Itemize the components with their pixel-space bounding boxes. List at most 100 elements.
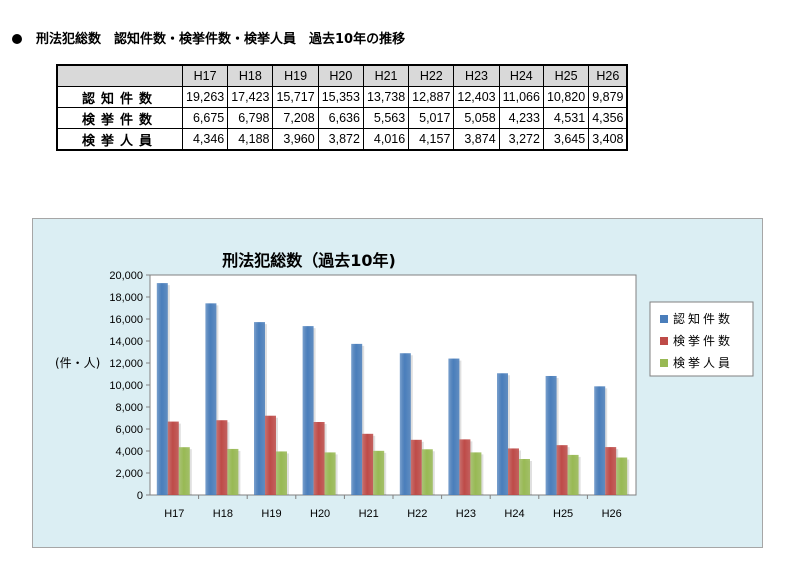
table-row-label: 認知件数 bbox=[56, 86, 183, 108]
statistics-table: H17 H18 H19 H20 H21 H22 H23 H24 H25 H26 … bbox=[56, 64, 629, 151]
bar bbox=[205, 303, 217, 495]
table-cell: 3,272 bbox=[498, 128, 544, 151]
chart-container: 刑法犯総数（過去10年) (件・人) 0 2,000 4,000 6,000 8,000… bbox=[32, 218, 763, 548]
table-corner-cell bbox=[56, 64, 183, 87]
table-cell: 5,017 bbox=[408, 107, 455, 129]
table-row: 認知件数 19,263 17,423 15,717 15,353 13,738 … bbox=[56, 86, 628, 108]
table-column-header: H24 bbox=[498, 64, 544, 87]
table-cell: 3,872 bbox=[317, 128, 364, 151]
bar bbox=[497, 373, 508, 495]
bar bbox=[265, 415, 276, 495]
x-tick-label: H26 bbox=[602, 508, 622, 520]
bar-chart: 刑法犯総数（過去10年) (件・人) 0 2,000 4,000 6,000 8,000… bbox=[55, 251, 754, 520]
y-tick-label: 14,000 bbox=[109, 336, 143, 348]
table-cell: 3,408 bbox=[588, 128, 628, 151]
bar bbox=[302, 326, 314, 495]
x-tick-label: H23 bbox=[456, 508, 476, 520]
bar bbox=[167, 421, 179, 495]
table-cell: 15,353 bbox=[317, 86, 364, 108]
bar bbox=[519, 459, 530, 495]
table-column-header: H17 bbox=[181, 64, 229, 87]
table-cell: 15,717 bbox=[272, 86, 319, 108]
bullet-icon bbox=[12, 34, 22, 44]
table-cell: 4,346 bbox=[181, 128, 229, 151]
table-column-header: H20 bbox=[317, 64, 364, 87]
legend-swatch bbox=[660, 337, 668, 345]
table-cell: 7,208 bbox=[272, 107, 319, 129]
bar bbox=[448, 358, 460, 495]
bar bbox=[216, 420, 228, 495]
x-tick-label: H20 bbox=[310, 508, 330, 520]
table-column-header: H19 bbox=[272, 64, 319, 87]
y-tick-label: 12,000 bbox=[109, 358, 143, 370]
table-column-header: H22 bbox=[408, 64, 455, 87]
bar bbox=[508, 448, 519, 495]
bar bbox=[351, 343, 363, 495]
bar bbox=[227, 448, 239, 495]
legend-label: 認知件数 bbox=[673, 311, 733, 326]
table-cell: 12,887 bbox=[408, 86, 455, 108]
y-tick-label: 10,000 bbox=[109, 380, 143, 392]
table-column-header: H23 bbox=[453, 64, 500, 87]
y-tick-label: 4,000 bbox=[115, 446, 143, 458]
table-cell: 10,820 bbox=[542, 86, 590, 108]
y-tick-label: 20,000 bbox=[109, 270, 143, 282]
x-tick-label: H24 bbox=[504, 508, 524, 520]
table-cell: 6,636 bbox=[317, 107, 364, 129]
bar bbox=[373, 450, 385, 495]
bar bbox=[556, 445, 568, 495]
heading-text: 刑法犯総数 認知件数・検挙件数・検挙人員 過去10年の推移 bbox=[36, 32, 406, 47]
y-tick-label: 8,000 bbox=[115, 402, 143, 414]
table-cell: 11,066 bbox=[498, 86, 544, 108]
table-cell: 6,675 bbox=[181, 107, 229, 129]
table-cell: 4,157 bbox=[408, 128, 455, 151]
bar bbox=[324, 452, 336, 495]
bar bbox=[605, 447, 617, 495]
bar bbox=[567, 454, 579, 495]
table-column-header: H25 bbox=[542, 64, 590, 87]
table-cell: 12,403 bbox=[453, 86, 500, 108]
table-cell: 4,188 bbox=[227, 128, 274, 151]
legend-label: 検挙人員 bbox=[673, 356, 733, 370]
bar bbox=[254, 322, 265, 495]
bar bbox=[276, 451, 287, 495]
table-cell: 3,874 bbox=[453, 128, 500, 151]
table-row: 検挙件数 6,675 6,798 7,208 6,636 5,563 5,017… bbox=[56, 107, 628, 129]
table-row-label: 検挙人員 bbox=[56, 128, 183, 151]
table-column-header: H26 bbox=[588, 64, 628, 87]
y-tick-label: 2,000 bbox=[115, 468, 143, 480]
table-cell: 3,645 bbox=[542, 128, 590, 151]
table-header-row: H17 H18 H19 H20 H21 H22 H23 H24 H25 H26 bbox=[56, 64, 628, 87]
bar bbox=[616, 457, 628, 495]
x-tick-label: H22 bbox=[407, 508, 427, 520]
table-cell: 13,738 bbox=[362, 86, 410, 108]
x-tick-label: H21 bbox=[359, 508, 379, 520]
table-cell: 4,016 bbox=[362, 128, 410, 151]
bar bbox=[178, 447, 190, 495]
table-row: 検挙人員 4,346 4,188 3,960 3,872 4,016 4,157… bbox=[56, 128, 628, 151]
y-tick-label: 16,000 bbox=[109, 314, 143, 326]
bar bbox=[470, 452, 482, 495]
table-cell: 5,563 bbox=[362, 107, 410, 129]
bar bbox=[421, 449, 433, 495]
page-heading: 刑法犯総数 認知件数・検挙件数・検挙人員 過去10年の推移 bbox=[12, 28, 405, 47]
x-tick-label: H19 bbox=[261, 508, 281, 520]
table-cell: 5,058 bbox=[453, 107, 500, 129]
table-column-header: H18 bbox=[227, 64, 274, 87]
y-tick-label: 18,000 bbox=[109, 292, 143, 304]
x-tick-label: H25 bbox=[553, 508, 573, 520]
bar bbox=[594, 386, 606, 495]
table-column-header: H21 bbox=[362, 64, 410, 87]
table-cell: 4,233 bbox=[498, 107, 544, 129]
legend-label: 検挙件数 bbox=[673, 333, 733, 348]
table-cell: 19,263 bbox=[181, 86, 229, 108]
chart-title: 刑法犯総数（過去10年) bbox=[222, 251, 396, 270]
bar bbox=[399, 353, 411, 495]
table-cell: 17,423 bbox=[227, 86, 274, 108]
bar bbox=[313, 422, 325, 495]
legend-swatch bbox=[660, 315, 668, 323]
bar bbox=[410, 439, 422, 495]
table-row-label: 検挙件数 bbox=[56, 107, 183, 129]
x-tick-label: H18 bbox=[213, 508, 233, 520]
table-cell: 9,879 bbox=[588, 86, 628, 108]
